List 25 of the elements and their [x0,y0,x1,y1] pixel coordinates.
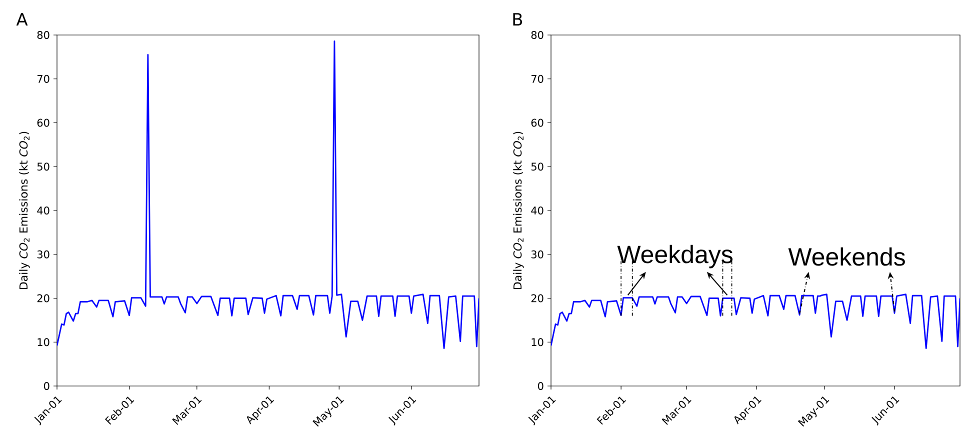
y-tick-label: 60 [531,118,544,127]
y-tick-label: 30 [37,250,50,258]
y-tick-label: 80 [37,31,50,39]
y-tick-label: 60 [37,118,50,127]
y-tick-label: 10 [38,338,50,346]
chart-title: A [16,13,28,26]
y-tick-label: 40 [37,206,50,214]
y-axis-title: Daily CO$_{2}$ Emissions (kt CO$_{2}$) [19,132,30,290]
y-tick-label: 80 [531,31,544,39]
y-tick-label: 0 [538,382,544,390]
y-tick-label: 70 [531,74,544,83]
y-tick-label: 50 [37,162,50,171]
line-series [57,40,480,349]
y-tick-label: 0 [44,382,50,390]
y-tick-label: 20 [531,294,544,302]
y-tick-label: 20 [37,294,50,302]
y-tick-label: 30 [531,250,544,258]
y-tick-label: 70 [37,74,50,83]
annotation: Weekdays [617,244,733,268]
y-tick-label: 10 [532,338,544,346]
chart-title: B [513,13,522,26]
y-axis-title: Daily CO$_{2}$ Emissions (kt CO$_{2}$) [513,132,524,290]
y-tick-label: 40 [531,206,544,214]
y-tick-label: 50 [531,162,544,171]
annotation: Weekends [788,247,905,266]
